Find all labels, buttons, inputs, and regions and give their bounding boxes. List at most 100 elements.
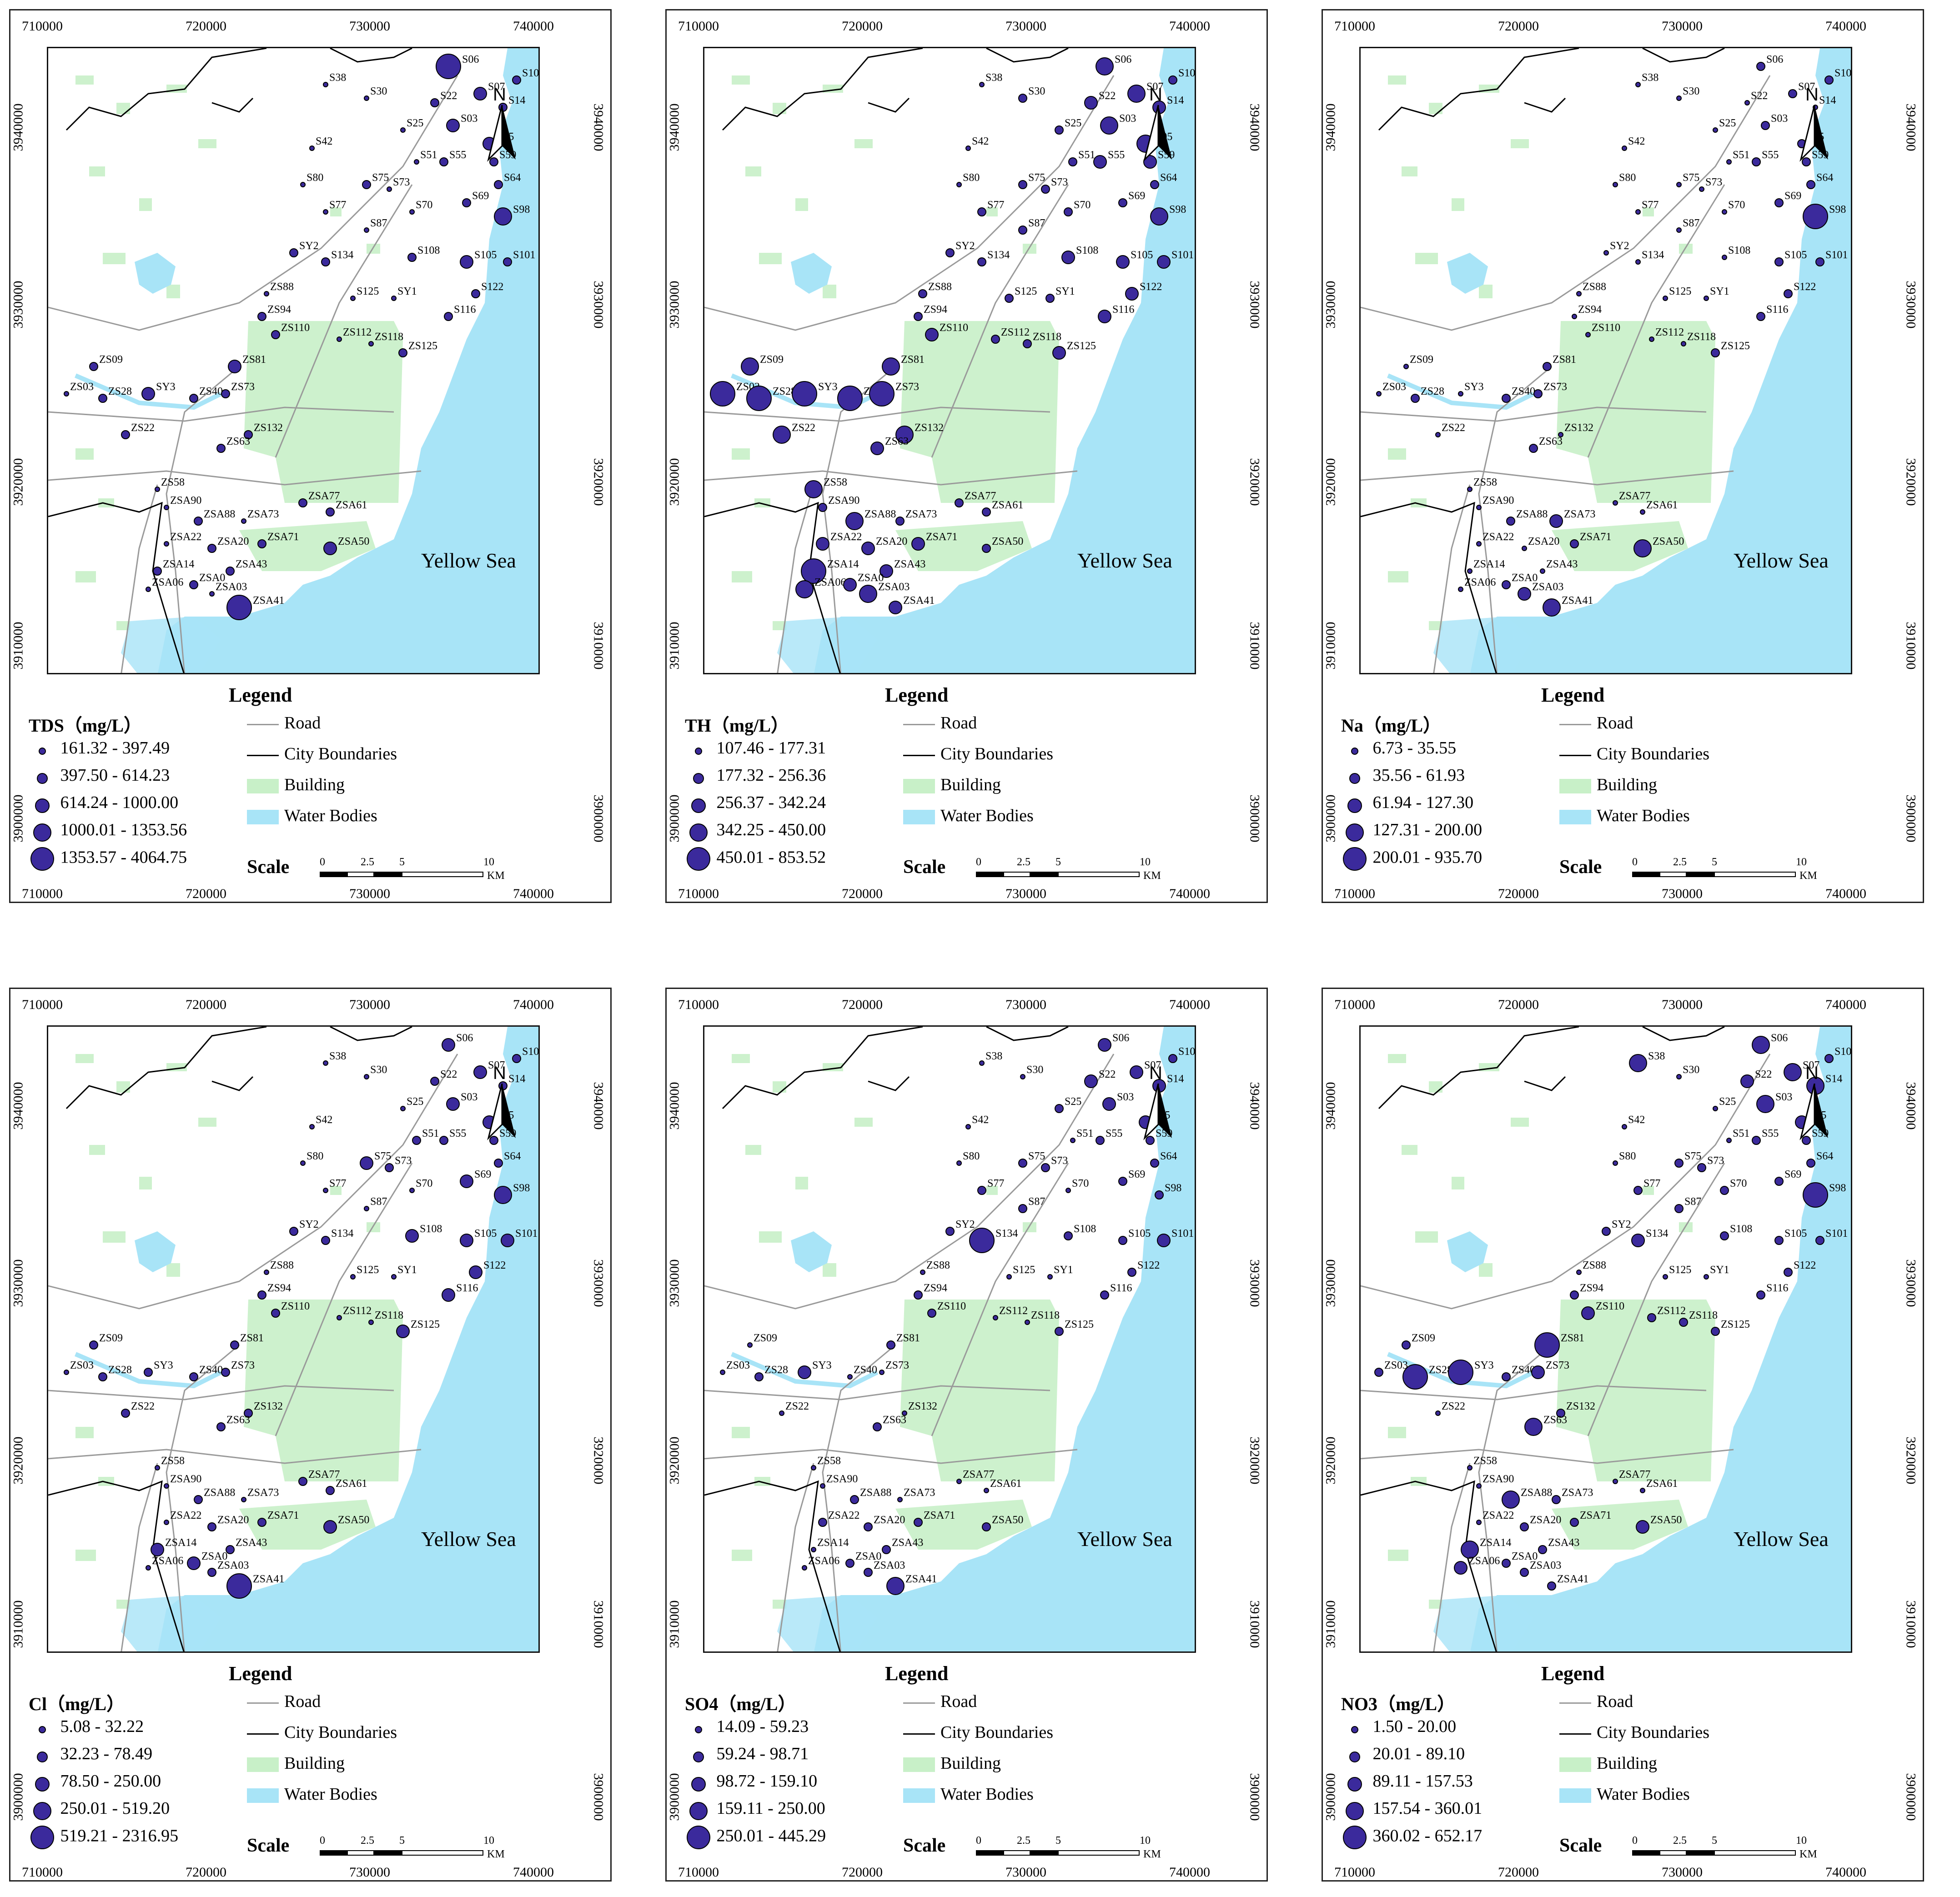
sample-site-marker — [1674, 1159, 1684, 1168]
sample-site-label: S07 — [1798, 81, 1815, 93]
x-tick-top: 730000 — [1005, 19, 1046, 34]
sample-site-label: ZS110 — [940, 322, 969, 334]
sample-site-marker — [886, 1340, 895, 1350]
sample-site-marker — [1756, 1290, 1765, 1300]
y-tick-right: 3900000 — [1903, 1773, 1919, 1821]
scale-label: 0 — [976, 1835, 981, 1847]
scale-label: 2.5 — [1017, 856, 1030, 868]
sample-site-label: ZSA43 — [1546, 558, 1578, 570]
sample-site-label: S64 — [504, 172, 521, 184]
legend-box-swatch — [247, 779, 279, 794]
sample-site-marker — [1622, 146, 1627, 151]
class-legend-row: 159.11 - 250.00 — [685, 1798, 825, 1820]
scale-label: 10 — [1140, 1835, 1151, 1847]
y-tick-left: 3930000 — [10, 281, 26, 329]
sample-site-label: ZS125 — [1721, 1319, 1750, 1330]
sample-site-marker — [1740, 1074, 1754, 1088]
sample-site-marker — [845, 512, 864, 530]
y-tick-right: 3920000 — [1903, 1436, 1919, 1485]
sample-site-marker — [473, 87, 487, 100]
y-tick-left: 3910000 — [667, 622, 682, 670]
sample-site-label: S87 — [370, 1196, 387, 1208]
sample-site-marker — [271, 330, 280, 339]
sample-site-label: ZSA20 — [1528, 536, 1560, 547]
sample-site-marker — [845, 1559, 854, 1568]
sample-site-label: ZSA06 — [152, 577, 184, 588]
legend-title: Legend — [885, 1662, 949, 1685]
sample-site-marker — [460, 255, 473, 269]
sample-site-label: S51 — [1078, 149, 1096, 161]
sample-site-label: S73 — [1705, 176, 1723, 188]
sample-site-marker — [1815, 1236, 1824, 1245]
sample-site-marker — [271, 1309, 280, 1318]
sample-site-marker — [720, 1370, 725, 1375]
sample-site-marker — [811, 1465, 816, 1470]
sample-site-label: S14 — [1825, 1073, 1843, 1085]
legend-line-swatch — [247, 754, 279, 756]
sample-site-marker — [444, 312, 453, 321]
sample-site-marker — [1467, 487, 1473, 492]
sample-site-marker — [982, 1522, 991, 1531]
scale-label: 0 — [320, 856, 325, 868]
sample-site-marker — [430, 98, 439, 107]
scale-segment — [347, 1850, 374, 1856]
sample-site-marker — [1681, 341, 1686, 346]
sample-site-label: ZS58 — [161, 1455, 185, 1467]
y-tick-left: 3920000 — [10, 1436, 26, 1485]
sample-site-marker — [956, 182, 962, 187]
sample-site-label: ZSA61 — [990, 1478, 1022, 1490]
sample-site-marker — [1155, 1190, 1164, 1199]
sample-site-marker — [257, 1290, 266, 1300]
sample-site-marker — [1549, 514, 1563, 528]
sample-site-marker — [1150, 1159, 1159, 1168]
sample-site-label: ZS132 — [1564, 422, 1594, 434]
sample-site-marker — [141, 387, 155, 401]
sample-site-label: ZSA71 — [926, 531, 958, 543]
y-tick-right: 3900000 — [1903, 794, 1919, 843]
sample-site-marker — [241, 1497, 246, 1502]
sample-site-marker — [323, 1060, 328, 1066]
y-tick-left: 3900000 — [10, 794, 26, 843]
sample-site-marker — [1784, 289, 1793, 298]
sample-site-label: ZSA61 — [1646, 1478, 1678, 1490]
y-tick-left: 3920000 — [667, 1436, 682, 1485]
scale-title: Scale — [903, 1835, 946, 1856]
sample-site-marker — [409, 209, 415, 215]
sample-site-marker — [1061, 251, 1075, 264]
north-arrow-icon: N — [1796, 1063, 1833, 1140]
sample-site-label: S10 — [522, 1046, 539, 1058]
sample-site-label: ZSA41 — [1562, 595, 1593, 607]
sample-site-label: S101 — [515, 1228, 538, 1240]
sample-site-marker — [216, 444, 226, 453]
sample-site-marker — [1506, 517, 1515, 526]
x-tick-bottom: 710000 — [22, 886, 63, 901]
sample-site-label: ZS81 — [240, 1332, 264, 1344]
sample-site-marker — [1674, 1204, 1684, 1213]
sample-site-marker — [801, 558, 826, 584]
north-label: N — [493, 85, 506, 105]
sample-site-marker — [226, 1545, 235, 1554]
sample-site-marker — [984, 1488, 989, 1493]
sample-site-label: S73 — [1707, 1155, 1724, 1167]
sample-site-marker — [1635, 82, 1641, 87]
sample-site-label: SY1 — [1710, 1264, 1729, 1276]
class-legend-row: 177.32 - 256.36 — [685, 765, 826, 787]
y-tick-right: 3910000 — [1247, 1600, 1262, 1648]
sample-site-marker — [979, 1060, 985, 1066]
sample-site-marker — [741, 357, 759, 376]
sample-site-marker — [300, 182, 306, 187]
y-tick-right: 3930000 — [591, 281, 606, 329]
map-frame: S06S10S38S30S22S07S14S03S25S05S42S51S55S… — [47, 1025, 540, 1653]
sample-site-marker — [1581, 1306, 1595, 1320]
sample-site-label: S51 — [422, 1128, 439, 1139]
class-dot — [39, 1726, 46, 1733]
sample-site-label: S125 — [1013, 1264, 1035, 1276]
legend-line-swatch — [903, 723, 935, 725]
sample-site-label: ZS73 — [1546, 1360, 1570, 1371]
sample-site-label: S105 — [1131, 249, 1153, 261]
sample-site-marker — [364, 1074, 369, 1079]
sample-site-label: ZSA71 — [267, 1510, 299, 1521]
legend-item-label: City Boundaries — [940, 744, 1054, 763]
class-range: 250.01 - 445.29 — [716, 1826, 826, 1846]
sample-site-marker — [503, 257, 512, 266]
